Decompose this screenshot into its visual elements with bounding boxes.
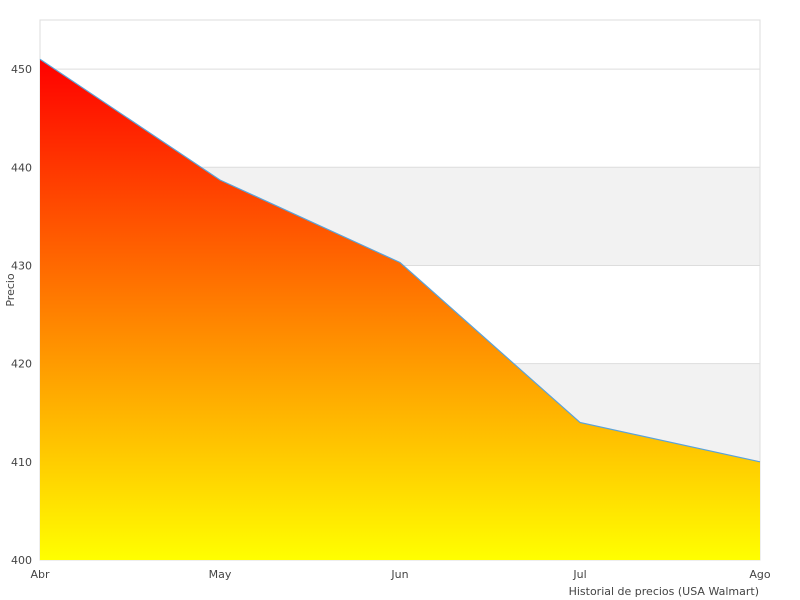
x-tick-label: Jun	[390, 568, 408, 581]
x-axis-label: Historial de precios (USA Walmart)	[569, 585, 759, 598]
y-axis-label: Precio	[4, 273, 17, 307]
y-tick-label: 440	[11, 161, 32, 174]
y-tick-label: 410	[11, 456, 32, 469]
x-tick-label: Jul	[572, 568, 586, 581]
price-area	[40, 59, 760, 561]
x-axis-ticks: Abr May Jun Jul Ago	[30, 568, 770, 581]
y-tick-label: 420	[11, 358, 32, 371]
y-tick-label: 430	[11, 259, 32, 272]
y-tick-label: 400	[11, 554, 32, 567]
price-line	[39, 58, 761, 463]
y-axis-ticks: 400 410 420 430 440 450	[11, 63, 32, 567]
x-tick-label: Abr	[30, 568, 50, 581]
x-tick-label: May	[209, 568, 232, 581]
y-tick-label: 450	[11, 63, 32, 76]
x-tick-label: Ago	[749, 568, 771, 581]
